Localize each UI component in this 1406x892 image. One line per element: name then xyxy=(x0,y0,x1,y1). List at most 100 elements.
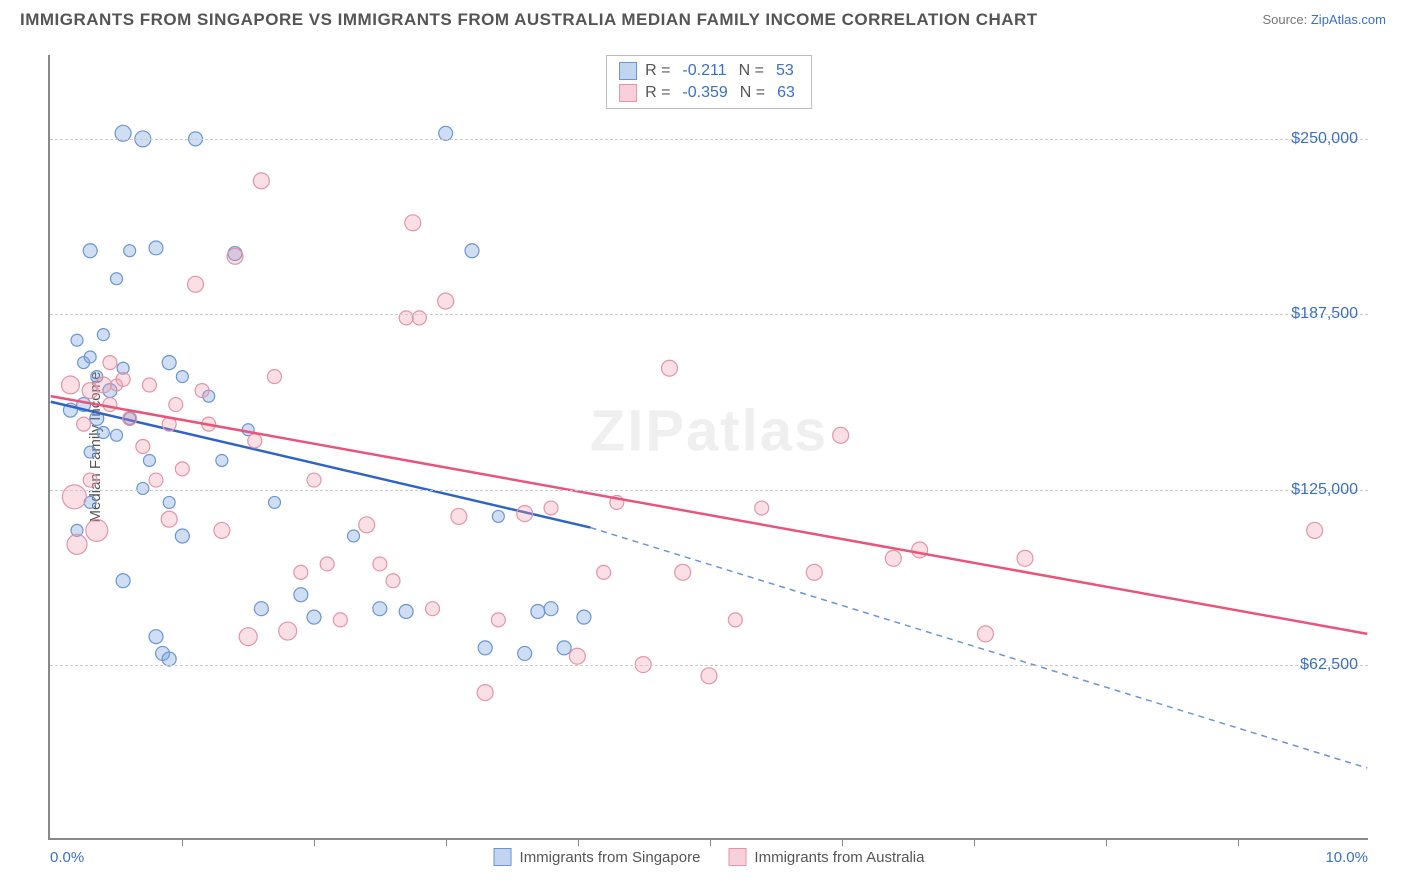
data-point-australia xyxy=(701,668,717,684)
gridline xyxy=(50,490,1368,491)
y-tick-label: $62,500 xyxy=(1300,656,1358,674)
stats-row-singapore: R = -0.211 N = 53 xyxy=(619,60,799,82)
n-value-australia: 63 xyxy=(777,84,795,102)
watermark-zip: ZIP xyxy=(590,398,686,463)
data-point-australia xyxy=(86,519,108,541)
data-point-singapore xyxy=(137,482,149,494)
data-point-singapore xyxy=(97,329,109,341)
n-label: N = xyxy=(740,84,765,102)
data-point-australia xyxy=(359,517,375,533)
legend-swatch-singapore xyxy=(494,848,512,866)
legend-swatch-australia xyxy=(728,848,746,866)
data-point-singapore xyxy=(111,429,123,441)
legend-label-australia: Immigrants from Australia xyxy=(754,849,924,866)
data-point-singapore xyxy=(116,574,130,588)
source-link[interactable]: ZipAtlas.com xyxy=(1311,12,1386,27)
data-point-australia xyxy=(149,473,163,487)
data-point-singapore xyxy=(103,384,117,398)
data-point-australia xyxy=(116,372,130,386)
y-tick-label: $125,000 xyxy=(1291,481,1358,499)
data-point-australia xyxy=(248,434,262,448)
data-point-australia xyxy=(169,398,183,412)
x-tick xyxy=(446,838,447,846)
data-point-singapore xyxy=(478,641,492,655)
regression-ext-singapore xyxy=(591,528,1368,768)
data-point-australia xyxy=(268,370,282,384)
gridline xyxy=(50,139,1368,140)
data-point-singapore xyxy=(111,273,123,285)
data-point-australia xyxy=(227,248,243,264)
data-point-singapore xyxy=(307,610,321,624)
x-tick xyxy=(182,838,183,846)
data-point-australia xyxy=(61,376,79,394)
chart-title: IMMIGRANTS FROM SINGAPORE VS IMMIGRANTS … xyxy=(20,10,1038,30)
data-point-singapore xyxy=(203,390,215,402)
data-point-australia xyxy=(438,293,454,309)
swatch-singapore xyxy=(619,62,637,80)
data-point-singapore xyxy=(78,357,90,369)
legend-item-australia: Immigrants from Australia xyxy=(728,848,924,866)
legend-label-singapore: Immigrants from Singapore xyxy=(520,849,701,866)
chart-svg xyxy=(50,55,1368,838)
regression-line-australia xyxy=(51,396,1368,634)
data-point-australia xyxy=(62,485,86,509)
y-tick-label: $250,000 xyxy=(1291,130,1358,148)
data-point-australia xyxy=(451,508,467,524)
data-point-singapore xyxy=(143,454,155,466)
data-point-singapore xyxy=(117,362,129,374)
data-point-australia xyxy=(161,511,177,527)
data-point-singapore xyxy=(163,496,175,508)
data-point-australia xyxy=(912,542,928,558)
data-point-australia xyxy=(1017,550,1033,566)
data-point-australia xyxy=(253,173,269,189)
x-tick xyxy=(1106,838,1107,846)
data-point-singapore xyxy=(242,424,254,436)
data-point-australia xyxy=(412,311,426,325)
data-point-australia xyxy=(67,534,87,554)
stats-row-australia: R = -0.359 N = 63 xyxy=(619,82,799,104)
bottom-legend: Immigrants from Singapore Immigrants fro… xyxy=(494,848,925,866)
data-point-australia xyxy=(597,565,611,579)
data-point-australia xyxy=(399,311,413,325)
data-point-australia xyxy=(675,564,691,580)
watermark: ZIPatlas xyxy=(590,397,828,464)
data-point-australia xyxy=(136,440,150,454)
data-point-australia xyxy=(188,276,204,292)
data-point-singapore xyxy=(216,454,228,466)
data-point-australia xyxy=(426,602,440,616)
data-point-singapore xyxy=(149,630,163,644)
data-point-singapore xyxy=(294,588,308,602)
y-tick-label: $187,500 xyxy=(1291,305,1358,323)
data-point-australia xyxy=(239,628,257,646)
data-point-singapore xyxy=(63,403,77,417)
x-axis-min-label: 0.0% xyxy=(50,849,84,866)
n-value-singapore: 53 xyxy=(776,62,794,80)
data-point-singapore xyxy=(557,641,571,655)
data-point-singapore xyxy=(577,610,591,624)
data-point-australia xyxy=(728,613,742,627)
data-point-australia xyxy=(214,522,230,538)
data-point-australia xyxy=(544,501,558,515)
data-point-australia xyxy=(103,356,117,370)
x-tick xyxy=(974,838,975,846)
data-point-australia xyxy=(294,565,308,579)
data-point-singapore xyxy=(531,605,545,619)
data-point-singapore xyxy=(228,247,242,261)
y-axis-title: Median Family Income xyxy=(87,371,104,522)
data-point-singapore xyxy=(269,496,281,508)
data-point-australia xyxy=(103,398,117,412)
data-point-australia xyxy=(307,473,321,487)
r-label: R = xyxy=(645,62,670,80)
data-point-singapore xyxy=(71,334,83,346)
data-point-singapore xyxy=(156,646,170,660)
data-point-australia xyxy=(195,384,209,398)
data-point-australia xyxy=(320,557,334,571)
x-tick xyxy=(1238,838,1239,846)
data-point-australia xyxy=(491,613,505,627)
data-point-singapore xyxy=(254,602,268,616)
data-point-australia xyxy=(662,360,678,376)
data-point-singapore xyxy=(544,602,558,616)
x-tick xyxy=(314,838,315,846)
data-point-australia xyxy=(610,495,624,509)
plot-area: Median Family Income ZIPatlas R = -0.211… xyxy=(48,55,1368,840)
